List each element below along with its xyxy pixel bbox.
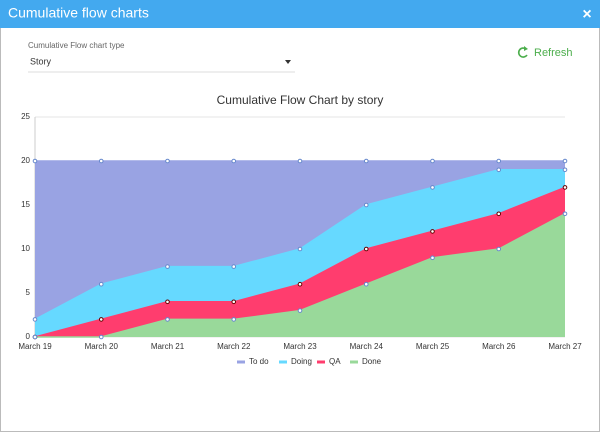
select-arrow[interactable] (285, 60, 291, 64)
data-point (430, 158, 435, 164)
x-tick-label: March 27 (548, 342, 582, 351)
x-tick-label: March 24 (350, 342, 384, 351)
data-point (297, 246, 303, 252)
y-tick-label: 0 (26, 332, 31, 341)
chart-type-select[interactable]: Story (28, 56, 295, 73)
data-point (363, 202, 369, 208)
x-tick-label: March 23 (283, 342, 317, 351)
area (35, 169, 565, 337)
data-point (496, 211, 502, 217)
data-point (32, 334, 38, 340)
legend-label[interactable]: Done (362, 357, 382, 366)
data-point (562, 185, 568, 190)
data-point (363, 246, 369, 252)
x-tick-label: March 26 (482, 342, 516, 351)
data-point (297, 281, 303, 287)
data-point (562, 167, 568, 173)
x-tick-label: March 21 (151, 342, 185, 351)
y-tick-label: 20 (21, 156, 30, 165)
data-point (430, 185, 435, 190)
y-tick-label: 15 (21, 200, 30, 209)
refresh-icon[interactable] (517, 47, 528, 58)
select-value[interactable]: Story (30, 56, 52, 66)
chart-title: Cumulative Flow Chart by story (217, 93, 384, 107)
area (35, 213, 565, 337)
data-point (231, 264, 237, 269)
data-point (32, 317, 38, 322)
data-point (231, 317, 237, 322)
y-tick-label: 25 (21, 112, 30, 121)
legend-label[interactable]: QA (329, 357, 341, 366)
data-point (98, 281, 104, 287)
filter-label: Cumulative Flow chart type (28, 41, 125, 50)
data-point (165, 264, 170, 269)
data-point (32, 158, 38, 164)
legend-label[interactable]: To do (249, 357, 269, 366)
refresh-button[interactable]: Refresh (517, 46, 573, 59)
dialog-title: Cumulative flow charts (8, 5, 149, 21)
y-tick-label: 5 (26, 288, 31, 297)
data-point (165, 317, 170, 322)
data-point (231, 158, 237, 164)
x-tick-label: March 20 (85, 342, 119, 351)
x-tick-label: March 25 (416, 342, 450, 351)
y-tick-label: 10 (21, 244, 30, 253)
data-point (165, 158, 170, 164)
data-point (165, 299, 170, 305)
data-point (562, 211, 568, 217)
data-point (496, 246, 502, 252)
data-point (363, 281, 369, 287)
data-point (430, 255, 435, 261)
data-point (430, 229, 435, 234)
area (35, 187, 565, 337)
x-tick-label: March 19 (18, 342, 52, 351)
area (35, 161, 565, 320)
data-point (297, 158, 303, 164)
legend-label[interactable]: Doing (291, 357, 312, 366)
dialog-header (0, 0, 600, 28)
chart: 0 5 10 15 20 25 March 19 March 20 March 21 March … (18, 112, 582, 366)
x-tick-label: March 22 (217, 342, 251, 351)
data-point (297, 308, 303, 313)
refresh-label[interactable]: Refresh (534, 47, 573, 59)
data-point (496, 158, 502, 164)
data-point (98, 158, 104, 164)
data-point (98, 334, 104, 340)
data-point (496, 167, 502, 173)
data-point (98, 317, 104, 322)
data-point (231, 299, 237, 305)
data-point (363, 158, 369, 164)
data-point (562, 158, 568, 164)
refresh-icon-arrow[interactable] (524, 46, 528, 51)
close-button[interactable]: × (582, 6, 591, 23)
